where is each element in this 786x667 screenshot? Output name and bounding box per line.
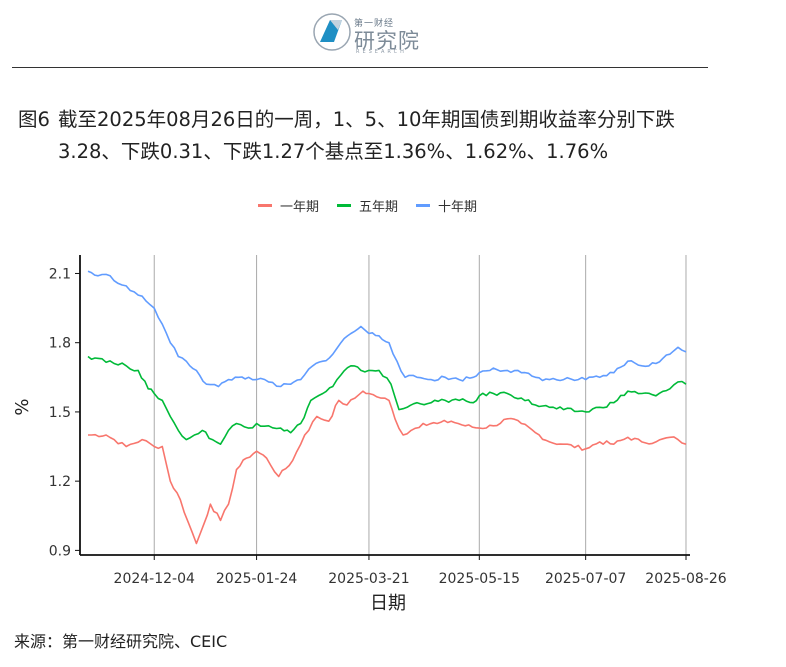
y-axis-title: % xyxy=(12,398,33,415)
logo-main-text: 研究院 xyxy=(354,29,420,53)
y-tick-label: 2.1 xyxy=(49,266,71,282)
logo-sub-text: RESEARCH xyxy=(356,49,407,55)
y-tick-label: 0.9 xyxy=(49,543,71,559)
x-tick-label: 2025-08-26 xyxy=(645,571,726,587)
legend-item: 十年期 xyxy=(416,196,477,215)
header-rule xyxy=(12,67,708,68)
x-tick-label: 2025-01-24 xyxy=(216,571,297,587)
figure-title: 图6 截至2025年08月26日的一周，1、5、10年期国债到期收益率分别下跌3… xyxy=(18,104,728,168)
figure-title-text: 截至2025年08月26日的一周，1、5、10年期国债到期收益率分别下跌3.28… xyxy=(58,108,675,163)
legend-item: 五年期 xyxy=(337,196,398,215)
series-line-five-year xyxy=(87,355,687,445)
x-tick-label: 2025-07-07 xyxy=(545,571,626,587)
y-tick-label: 1.5 xyxy=(49,405,71,421)
x-tick-label: 2025-05-15 xyxy=(439,571,520,587)
legend-label: 十年期 xyxy=(438,199,478,215)
chart-legend: 一年期 五年期 十年期 xyxy=(258,195,495,215)
legend-item: 一年期 xyxy=(258,196,319,215)
y-tick-label: 1.8 xyxy=(49,336,71,352)
legend-swatch xyxy=(416,203,431,207)
logo: 第一财经 研究院 RESEARCH xyxy=(312,10,422,56)
research-logo-icon xyxy=(313,13,351,51)
legend-swatch xyxy=(337,203,352,207)
logo-top-text: 第一财经 xyxy=(354,19,395,29)
legend-swatch xyxy=(258,203,272,207)
source-note: 来源：第一财经研究院、CEIC xyxy=(14,632,228,651)
series-line-ten-year xyxy=(87,270,687,388)
x-tick-label: 2025-03-21 xyxy=(328,571,409,587)
y-tick-label: 1.2 xyxy=(49,474,71,490)
figure-label: 图6 xyxy=(18,108,50,131)
legend-label: 五年期 xyxy=(359,199,399,215)
x-tick-label: 2024-12-04 xyxy=(114,571,195,587)
series-line-one-year xyxy=(88,390,687,545)
x-axis-title: 日期 xyxy=(370,593,406,614)
legend-label: 一年期 xyxy=(280,199,320,215)
